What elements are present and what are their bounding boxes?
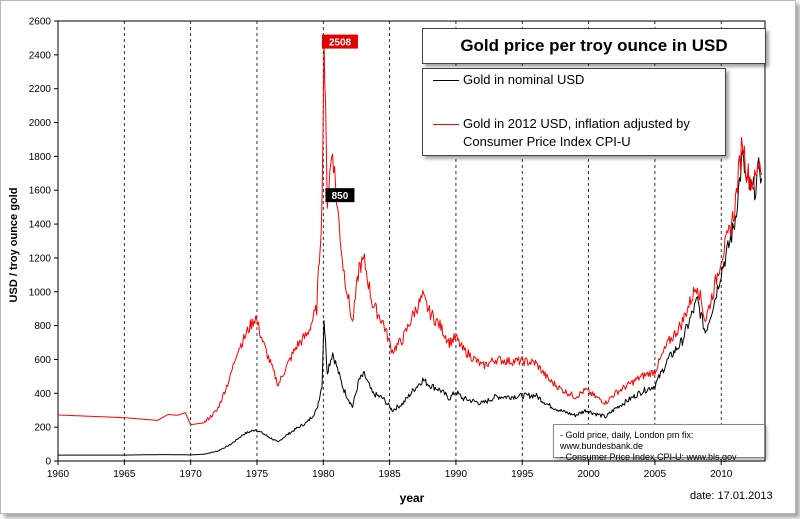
source-note: - Gold price, daily, London pm fix: www.… bbox=[553, 424, 765, 462]
y-axis-label: USD / troy ounce gold bbox=[8, 188, 20, 303]
y-tick-label: 0 bbox=[45, 457, 51, 468]
axes bbox=[57, 20, 766, 462]
y-tick-labels: 0 200 400 600 800 1000 1200 1400 1600 1800 2000 220… bbox=[29, 17, 58, 468]
legend-label-adjusted: Gold in 2012 USD, inflation adjusted by … bbox=[463, 116, 690, 149]
legend: Gold in nominal USD Gold in 2012 USD, in… bbox=[422, 68, 726, 156]
y-tick-label: 400 bbox=[34, 389, 51, 400]
y-tick-label: 2400 bbox=[29, 50, 52, 61]
x-tick-label: 1995 bbox=[511, 469, 534, 480]
series-line-adjusted bbox=[58, 37, 763, 426]
x-axis-label: year bbox=[400, 491, 425, 505]
y-tick-label: 800 bbox=[34, 321, 51, 332]
annotation-box bbox=[325, 188, 355, 203]
x-tick-label: 2005 bbox=[644, 469, 667, 480]
x-tick-labels: 1960 1965 1970 1975 1980 1985 1990 1995 2000 2005… bbox=[47, 461, 733, 480]
y-tick-label: 600 bbox=[34, 355, 51, 366]
y-tick-label: 2600 bbox=[29, 17, 52, 28]
y-tick-label: 2000 bbox=[29, 118, 52, 129]
x-tick-label: 1980 bbox=[312, 469, 335, 480]
y-tick-label: 1800 bbox=[29, 152, 52, 163]
x-tick-label: 1970 bbox=[180, 469, 203, 480]
x-tick-label: 1990 bbox=[445, 469, 468, 480]
annotations: 2508 850 bbox=[321, 34, 358, 203]
x-tick-label: 1985 bbox=[378, 469, 401, 480]
y-tick-label: 1000 bbox=[29, 287, 52, 298]
series-line-nominal bbox=[58, 150, 763, 456]
annotation-label: 850 bbox=[332, 191, 349, 202]
y-tick-label: 1200 bbox=[29, 253, 52, 264]
legend-swatch-nominal bbox=[433, 80, 459, 81]
plot-border bbox=[57, 20, 766, 462]
y-tick-label: 200 bbox=[34, 423, 51, 434]
x-tick-label: 2010 bbox=[710, 469, 733, 480]
chart-title-box: Gold price per troy ounce in USD bbox=[422, 28, 766, 64]
x-tick-label: 1960 bbox=[47, 469, 70, 480]
legend-swatch-adjusted bbox=[433, 124, 459, 125]
series-group bbox=[58, 37, 763, 456]
legend-item-adjusted: Gold in 2012 USD, inflation adjusted by … bbox=[423, 115, 713, 151]
chart-title: Gold price per troy ounce in USD bbox=[460, 36, 728, 55]
x-tick-label: 1965 bbox=[113, 469, 136, 480]
date-label: date: 17.01.2013 bbox=[690, 490, 773, 502]
annotation-box bbox=[321, 34, 358, 49]
y-tick-label: 1400 bbox=[29, 220, 52, 231]
y-tick-label: 1600 bbox=[29, 186, 52, 197]
y-tick-label: 2200 bbox=[29, 84, 52, 95]
x-tick-label: 1975 bbox=[246, 469, 269, 480]
legend-item-nominal: Gold in nominal USD bbox=[423, 71, 713, 89]
legend-label-nominal: Gold in nominal USD bbox=[463, 72, 585, 87]
source-line-cpi: - Consumer Price Index CPI-U: www.bls.go… bbox=[560, 452, 737, 462]
x-tick-label: 2000 bbox=[577, 469, 600, 480]
annotation-label: 2508 bbox=[329, 38, 352, 49]
source-line-gold: - Gold price, daily, London pm fix: www.… bbox=[560, 430, 694, 451]
